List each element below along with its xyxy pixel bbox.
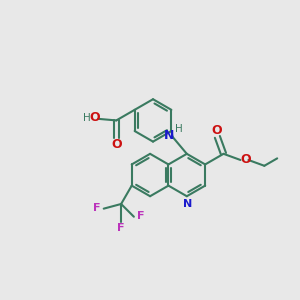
Text: F: F [94, 203, 101, 213]
Text: H: H [83, 113, 91, 123]
Text: N: N [164, 129, 174, 142]
Text: N: N [183, 199, 192, 208]
Text: O: O [240, 153, 251, 166]
Text: O: O [111, 138, 122, 152]
Text: F: F [117, 224, 125, 233]
Text: O: O [212, 124, 222, 137]
Text: O: O [89, 111, 100, 124]
Text: H: H [175, 124, 183, 134]
Text: F: F [136, 211, 144, 221]
